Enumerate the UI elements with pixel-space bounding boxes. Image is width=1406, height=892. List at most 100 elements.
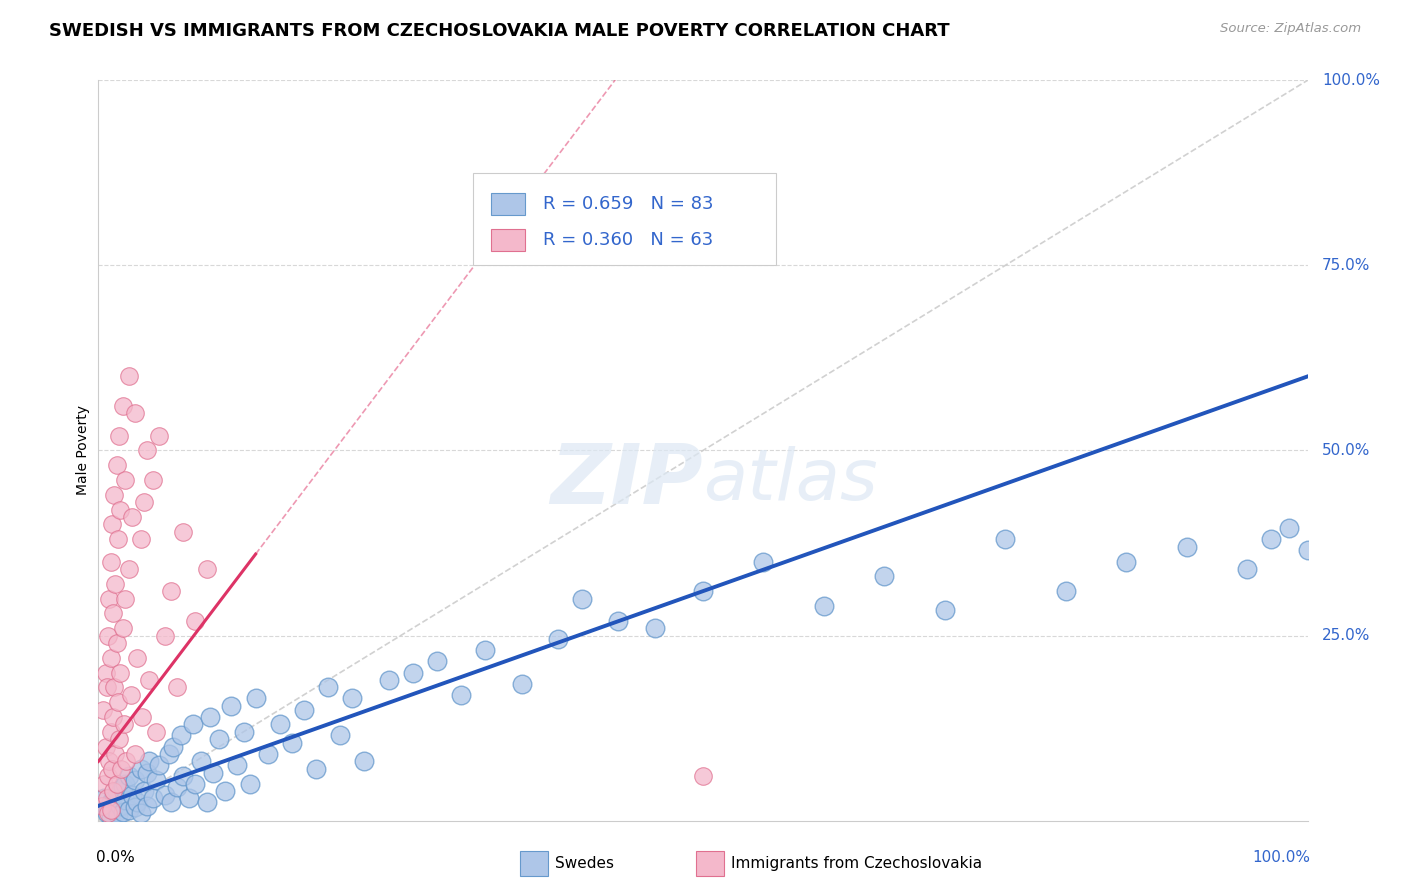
Point [226, 758, 249, 772]
Point [100, 517, 122, 532]
Point [124, 747, 146, 761]
Point [94, 739, 117, 754]
Point [111, 399, 134, 413]
Point [202, 765, 225, 780]
Point [172, 769, 194, 783]
Point [105, 776, 128, 791]
Point [873, 569, 896, 583]
Point [198, 710, 221, 724]
Text: Source: ZipAtlas.com: Source: ZipAtlas.com [1220, 22, 1361, 36]
Point [377, 673, 399, 687]
Point [195, 562, 218, 576]
Point [232, 724, 254, 739]
Point [157, 747, 180, 761]
Point [104, 747, 127, 761]
Point [162, 739, 184, 754]
Point [96, 806, 118, 821]
Point [97, 800, 120, 814]
Point [135, 798, 157, 813]
Point [134, 784, 156, 798]
Point [169, 729, 191, 743]
Point [94, 665, 117, 680]
Point [120, 688, 142, 702]
Point [934, 602, 956, 616]
Point [91, 798, 114, 813]
Point [135, 443, 157, 458]
Point [160, 584, 183, 599]
Point [142, 791, 165, 805]
Point [994, 533, 1017, 547]
Point [160, 795, 183, 809]
Point [108, 798, 131, 813]
Point [118, 562, 141, 576]
Point [166, 681, 188, 695]
Point [107, 807, 129, 822]
Point [98, 755, 121, 769]
Point [104, 576, 127, 591]
Point [97, 628, 120, 642]
FancyBboxPatch shape [492, 229, 526, 252]
Point [97, 769, 120, 783]
Point [145, 772, 167, 787]
Point [108, 502, 131, 516]
Point [115, 755, 138, 769]
Point [510, 676, 533, 690]
Point [474, 643, 496, 657]
Text: 100.0%: 100.0% [1322, 73, 1381, 87]
Point [571, 591, 593, 606]
Point [179, 791, 201, 805]
Point [138, 755, 160, 769]
Point [118, 369, 141, 384]
Point [245, 691, 267, 706]
Point [127, 650, 149, 665]
Point [107, 695, 129, 709]
Point [105, 458, 128, 473]
Point [195, 795, 218, 809]
Point [103, 488, 125, 502]
Point [329, 729, 352, 743]
Text: 100.0%: 100.0% [1251, 850, 1310, 865]
Point [305, 762, 328, 776]
Point [607, 614, 630, 628]
Point [692, 584, 714, 599]
Point [172, 524, 194, 539]
Point [813, 599, 835, 613]
Point [105, 784, 128, 798]
Point [114, 793, 136, 807]
Point [111, 780, 134, 795]
Text: 25.0%: 25.0% [1322, 628, 1371, 643]
Point [127, 795, 149, 809]
Point [153, 788, 176, 802]
Point [752, 555, 775, 569]
Point [1260, 533, 1282, 547]
Y-axis label: Male Poverty: Male Poverty [76, 406, 90, 495]
Point [148, 758, 170, 772]
Point [138, 673, 160, 687]
Point [100, 650, 122, 665]
Point [450, 688, 472, 702]
Point [100, 724, 122, 739]
Point [108, 428, 131, 442]
Point [1054, 584, 1077, 599]
Point [91, 703, 114, 717]
Point [166, 780, 188, 795]
Point [129, 762, 152, 776]
Point [292, 703, 315, 717]
Point [208, 732, 231, 747]
Point [114, 776, 136, 791]
Point [114, 591, 136, 606]
Point [118, 803, 141, 817]
Point [1115, 555, 1137, 569]
Point [100, 810, 122, 824]
FancyBboxPatch shape [474, 173, 776, 266]
Point [190, 755, 212, 769]
Point [547, 632, 569, 647]
Point [129, 806, 152, 821]
Point [134, 495, 156, 509]
Text: 50.0%: 50.0% [1322, 443, 1371, 458]
Point [644, 621, 666, 635]
Point [100, 555, 122, 569]
Point [145, 724, 167, 739]
Point [105, 636, 128, 650]
Point [1236, 562, 1258, 576]
